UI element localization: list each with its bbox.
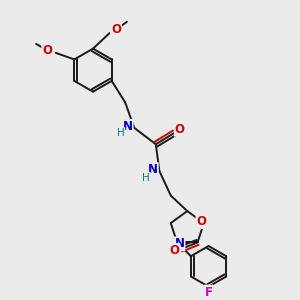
Text: O: O [169,244,179,257]
Text: N: N [175,237,184,250]
Text: O: O [111,23,121,36]
Text: N: N [123,120,133,133]
Text: O: O [42,44,52,57]
Text: H: H [117,128,124,138]
Text: O: O [175,123,185,136]
Text: F: F [205,286,213,298]
Text: O: O [196,215,206,228]
Text: H: H [142,173,150,183]
Text: N: N [148,163,158,176]
